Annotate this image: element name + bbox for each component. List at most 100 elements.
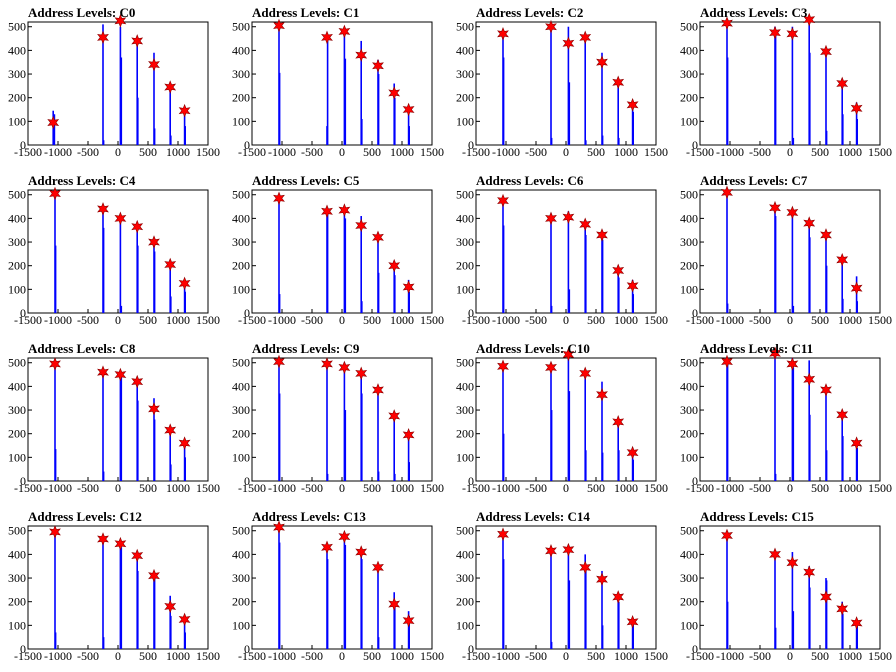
x-tick-label: -1500 bbox=[238, 481, 266, 495]
x-tick-label: 1500 bbox=[420, 313, 444, 327]
x-tick-label: -500 bbox=[301, 649, 323, 663]
x-tick-label: -1500 bbox=[462, 145, 490, 159]
x-tick-label: -500 bbox=[301, 313, 323, 327]
x-tick-label: 1500 bbox=[868, 313, 892, 327]
x-tick-label: -1000 bbox=[492, 145, 520, 159]
y-tick-label: 0 bbox=[692, 138, 698, 152]
y-tick-label: 100 bbox=[456, 450, 474, 464]
marker-star bbox=[820, 383, 832, 397]
x-tick-label: 1500 bbox=[196, 145, 220, 159]
y-tick-label: 300 bbox=[456, 571, 474, 585]
x-tick-label: -1500 bbox=[14, 145, 42, 159]
x-tick-label: -500 bbox=[749, 313, 771, 327]
x-tick-label: 1000 bbox=[614, 145, 638, 159]
marker-star bbox=[836, 252, 849, 267]
y-tick-label: 0 bbox=[468, 642, 474, 656]
chart-plot: 0 100 200 300 400 500 -1500 -1000 -500 0 500 1000 15… bbox=[8, 524, 220, 663]
marker-star bbox=[402, 613, 415, 628]
x-tick-label: -1000 bbox=[268, 145, 296, 159]
marker-star bbox=[321, 357, 333, 371]
x-tick-label: 0 bbox=[563, 313, 569, 327]
x-tick-label: -500 bbox=[525, 649, 547, 663]
x-tick-label: 1500 bbox=[644, 481, 668, 495]
marker-star bbox=[402, 280, 415, 294]
y-tick-label: 200 bbox=[8, 595, 26, 609]
x-tick-label: 1500 bbox=[196, 313, 220, 327]
chart-plot: 0 100 200 300 400 500 -1500 -1000 -500 0 500 1000 15… bbox=[680, 12, 892, 159]
x-tick-label: 0 bbox=[787, 649, 793, 663]
marker-star bbox=[148, 568, 160, 583]
marker-star bbox=[545, 544, 557, 558]
x-tick-label: 1000 bbox=[614, 313, 638, 327]
y-tick-label: 100 bbox=[680, 114, 698, 128]
x-tick-label: 0 bbox=[563, 649, 569, 663]
marker-star bbox=[372, 383, 384, 397]
y-tick-label: 200 bbox=[456, 427, 474, 441]
y-tick-label: 500 bbox=[456, 356, 474, 370]
marker-star bbox=[786, 555, 799, 570]
y-tick-label: 100 bbox=[232, 114, 250, 128]
marker-star bbox=[562, 210, 575, 225]
x-tick-label: -1000 bbox=[716, 649, 744, 663]
x-tick-label: -500 bbox=[749, 145, 771, 159]
chart-panel: 0 100 200 300 400 500 -1500 -1000 -500 0 500 1000 15… bbox=[0, 336, 224, 504]
y-tick-label: 0 bbox=[20, 642, 26, 656]
y-tick-label: 100 bbox=[8, 282, 26, 296]
y-tick-label: 100 bbox=[8, 114, 26, 128]
y-tick-label: 100 bbox=[232, 450, 250, 464]
y-tick-label: 200 bbox=[680, 91, 698, 105]
marker-star bbox=[131, 219, 144, 234]
marker-star bbox=[321, 540, 333, 555]
marker-star bbox=[721, 16, 733, 31]
y-tick-label: 300 bbox=[232, 571, 250, 585]
y-tick-label: 200 bbox=[680, 427, 698, 441]
marker-star bbox=[579, 30, 592, 45]
y-tick-label: 200 bbox=[456, 259, 474, 273]
x-tick-label: 500 bbox=[363, 649, 381, 663]
marker-star bbox=[545, 211, 557, 226]
marker-star bbox=[388, 258, 401, 273]
x-tick-label: 0 bbox=[339, 313, 345, 327]
marker-star bbox=[372, 58, 384, 73]
chart-title: Address Levels: C12 bbox=[28, 509, 142, 524]
marker-star bbox=[49, 186, 61, 201]
x-tick-label: 500 bbox=[139, 313, 157, 327]
y-tick-label: 500 bbox=[8, 188, 26, 202]
marker-star bbox=[579, 366, 592, 381]
marker-star bbox=[626, 445, 639, 460]
marker-star bbox=[497, 359, 509, 374]
marker-star bbox=[596, 228, 608, 242]
y-tick-label: 200 bbox=[680, 259, 698, 273]
marker-star bbox=[579, 217, 592, 232]
marker-star bbox=[803, 565, 816, 579]
marker-star bbox=[131, 548, 144, 563]
x-tick-label: 1000 bbox=[390, 649, 414, 663]
y-tick-label: 300 bbox=[8, 571, 26, 585]
chart-panel: 0 100 200 300 400 500 -1500 -1000 -500 0 500 1000 15… bbox=[448, 336, 672, 504]
marker-star bbox=[836, 601, 849, 616]
x-tick-label: 1000 bbox=[838, 313, 862, 327]
chart-plot: 0 100 200 300 400 500 -1500 -1000 -500 0 500 1000 15… bbox=[8, 13, 220, 159]
x-tick-label: -1500 bbox=[238, 313, 266, 327]
marker-star bbox=[803, 216, 816, 230]
marker-star bbox=[612, 590, 625, 604]
x-tick-label: 500 bbox=[139, 649, 157, 663]
y-tick-label: 300 bbox=[456, 403, 474, 417]
y-tick-label: 200 bbox=[232, 259, 250, 273]
y-tick-label: 300 bbox=[232, 235, 250, 249]
chart-title: Address Levels: C4 bbox=[28, 173, 136, 188]
y-tick-label: 300 bbox=[232, 67, 250, 81]
y-tick-label: 500 bbox=[8, 20, 26, 34]
x-tick-label: 1000 bbox=[390, 313, 414, 327]
marker-star bbox=[612, 263, 625, 278]
x-tick-label: -1500 bbox=[462, 481, 490, 495]
x-tick-label: 1000 bbox=[838, 145, 862, 159]
chart-panel: 0 100 200 300 400 500 -1500 -1000 -500 0 500 1000 15… bbox=[224, 504, 448, 672]
marker-star bbox=[596, 387, 608, 402]
x-tick-label: -500 bbox=[525, 313, 547, 327]
marker-star bbox=[388, 597, 401, 611]
marker-star bbox=[769, 200, 781, 215]
marker-star bbox=[850, 436, 863, 450]
marker-star bbox=[820, 228, 832, 242]
x-tick-label: 1500 bbox=[420, 649, 444, 663]
